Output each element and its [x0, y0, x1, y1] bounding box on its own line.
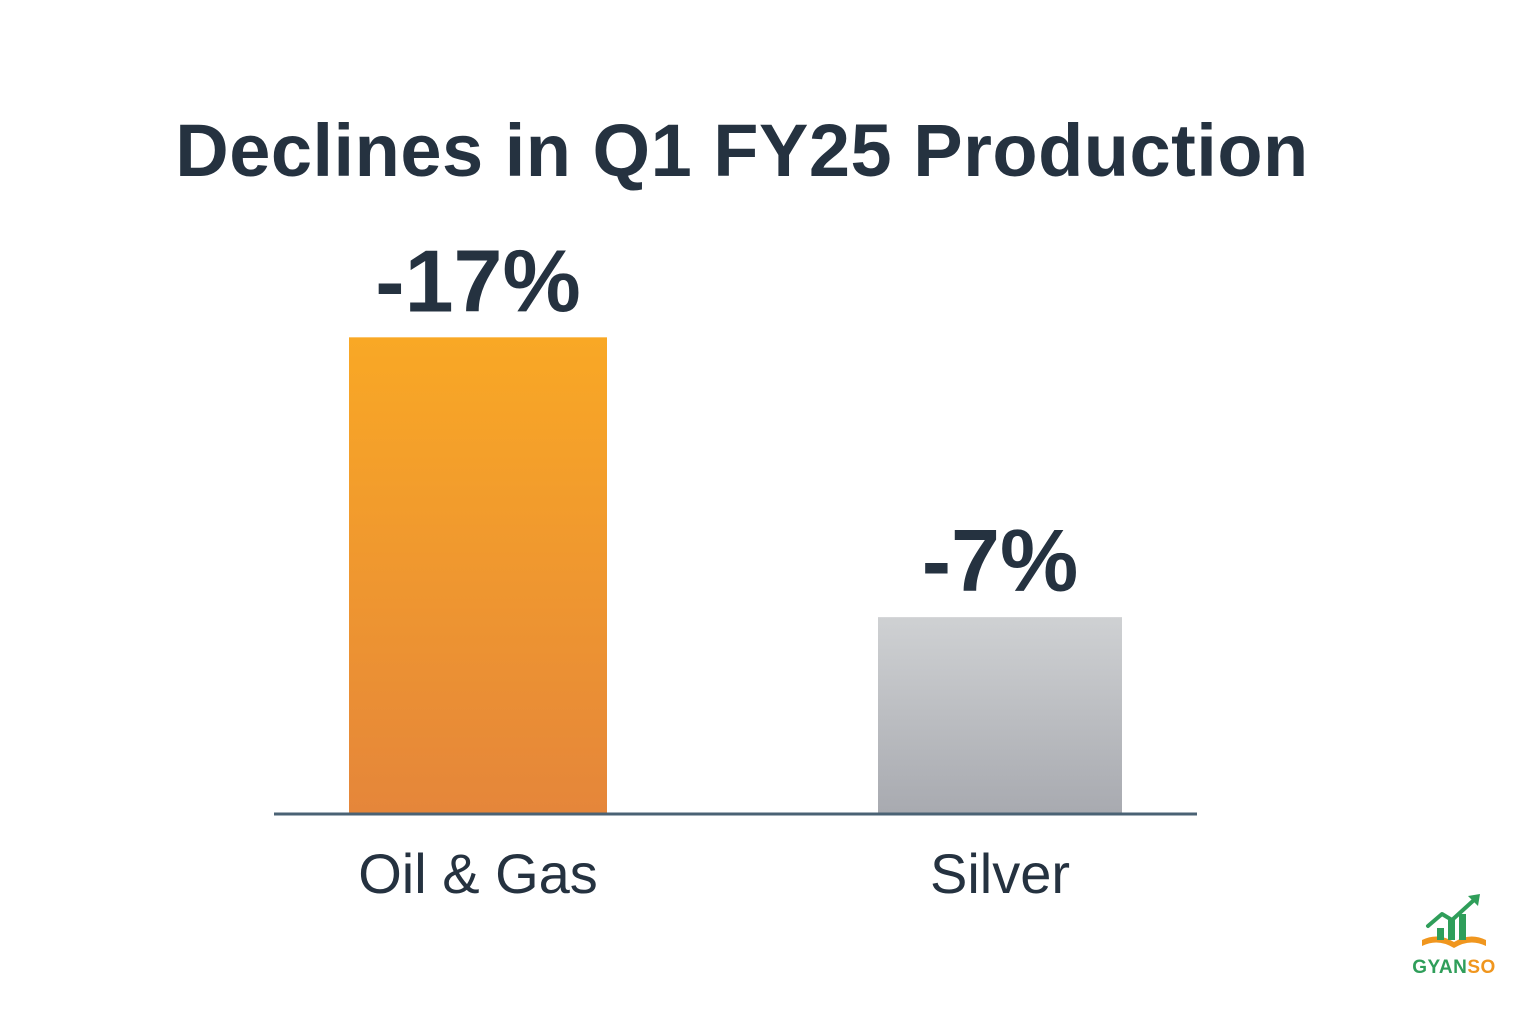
logo-text-part-b: SO: [1467, 957, 1496, 978]
category-label-silver: Silver: [930, 842, 1070, 905]
logo-wordmark: GYANSO: [1404, 957, 1504, 979]
chart-title: Declines in Q1 FY25 Production: [175, 109, 1309, 192]
logo-text-part-a: GYAN: [1412, 957, 1468, 978]
data-label-oil-gas: -17%: [375, 231, 580, 330]
labels-layer: -17% Oil & Gas -7% Silver: [358, 231, 1078, 905]
bars-layer: [349, 337, 1122, 813]
data-label-silver: -7%: [922, 511, 1079, 610]
bar-silver: [878, 617, 1122, 813]
growth-chart-book-icon: [1422, 894, 1486, 948]
bar-oil-gas: [349, 337, 607, 813]
category-label-oil-gas: Oil & Gas: [358, 842, 598, 905]
